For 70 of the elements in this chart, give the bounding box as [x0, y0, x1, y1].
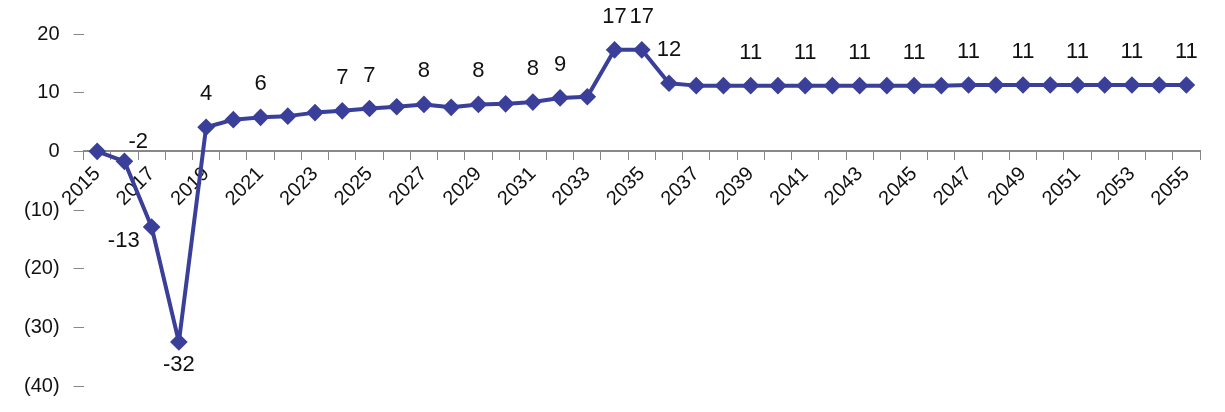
y-tick-label: (40) [23, 373, 60, 396]
point [443, 99, 460, 116]
data-label: 11 [1174, 38, 1198, 64]
point [334, 102, 351, 119]
point [715, 77, 732, 94]
data-label: 11 [793, 38, 817, 64]
data-label: 11 [957, 38, 980, 64]
point [1069, 77, 1086, 94]
y-tick-label: 0 [48, 138, 60, 161]
data-label: 8 [472, 57, 485, 83]
y-tick-label: (20) [23, 256, 60, 279]
point [878, 77, 895, 94]
point [1151, 77, 1168, 94]
point [633, 41, 650, 58]
point [497, 95, 514, 112]
y-tick-label: 10 [37, 80, 60, 103]
point [143, 219, 160, 236]
point [987, 77, 1004, 94]
point [1042, 77, 1059, 94]
point [279, 108, 296, 125]
point [960, 77, 977, 94]
data-label: 12 [656, 36, 682, 62]
data-label: 4 [199, 80, 213, 106]
data-label: 7 [336, 63, 349, 89]
point [388, 98, 405, 115]
point [415, 96, 432, 113]
y-tick-label: 20 [37, 21, 60, 44]
data-label: 11 [1011, 38, 1035, 64]
data-label: 7 [363, 61, 376, 87]
point [688, 77, 705, 94]
data-label: 11 [902, 38, 926, 64]
point [661, 75, 678, 92]
point [933, 77, 950, 94]
point [1015, 77, 1031, 94]
point [524, 94, 541, 111]
data-label: 6 [254, 70, 267, 96]
point [89, 143, 106, 160]
point [470, 96, 487, 113]
point [579, 88, 596, 105]
point [361, 100, 378, 117]
point [1096, 77, 1113, 94]
data-label: 9 [553, 51, 567, 77]
data-label: 8 [526, 55, 539, 81]
data-label: 11 [848, 38, 872, 64]
point [851, 77, 868, 94]
point [769, 77, 786, 94]
data-label: 8 [417, 57, 431, 83]
data-label: -13 [107, 227, 140, 253]
point [906, 77, 923, 94]
point [252, 109, 269, 126]
point [307, 104, 324, 121]
y-tick-label: (30) [23, 314, 60, 337]
point [797, 77, 814, 94]
point [742, 77, 759, 94]
y-tick-label: (10) [23, 197, 60, 220]
data-label: -2 [128, 128, 148, 154]
data-label: 17 [602, 2, 627, 28]
point [225, 111, 242, 128]
data-label: 11 [739, 38, 763, 64]
data-label: 17 [629, 2, 655, 28]
point [824, 77, 841, 94]
point [552, 89, 569, 106]
point [1123, 77, 1140, 94]
data-label: 11 [1120, 38, 1144, 64]
point [170, 334, 187, 350]
point [1178, 77, 1195, 94]
data-label: -32 [162, 351, 195, 377]
point [198, 119, 215, 136]
point [606, 41, 623, 58]
data-label: 11 [1066, 38, 1089, 64]
